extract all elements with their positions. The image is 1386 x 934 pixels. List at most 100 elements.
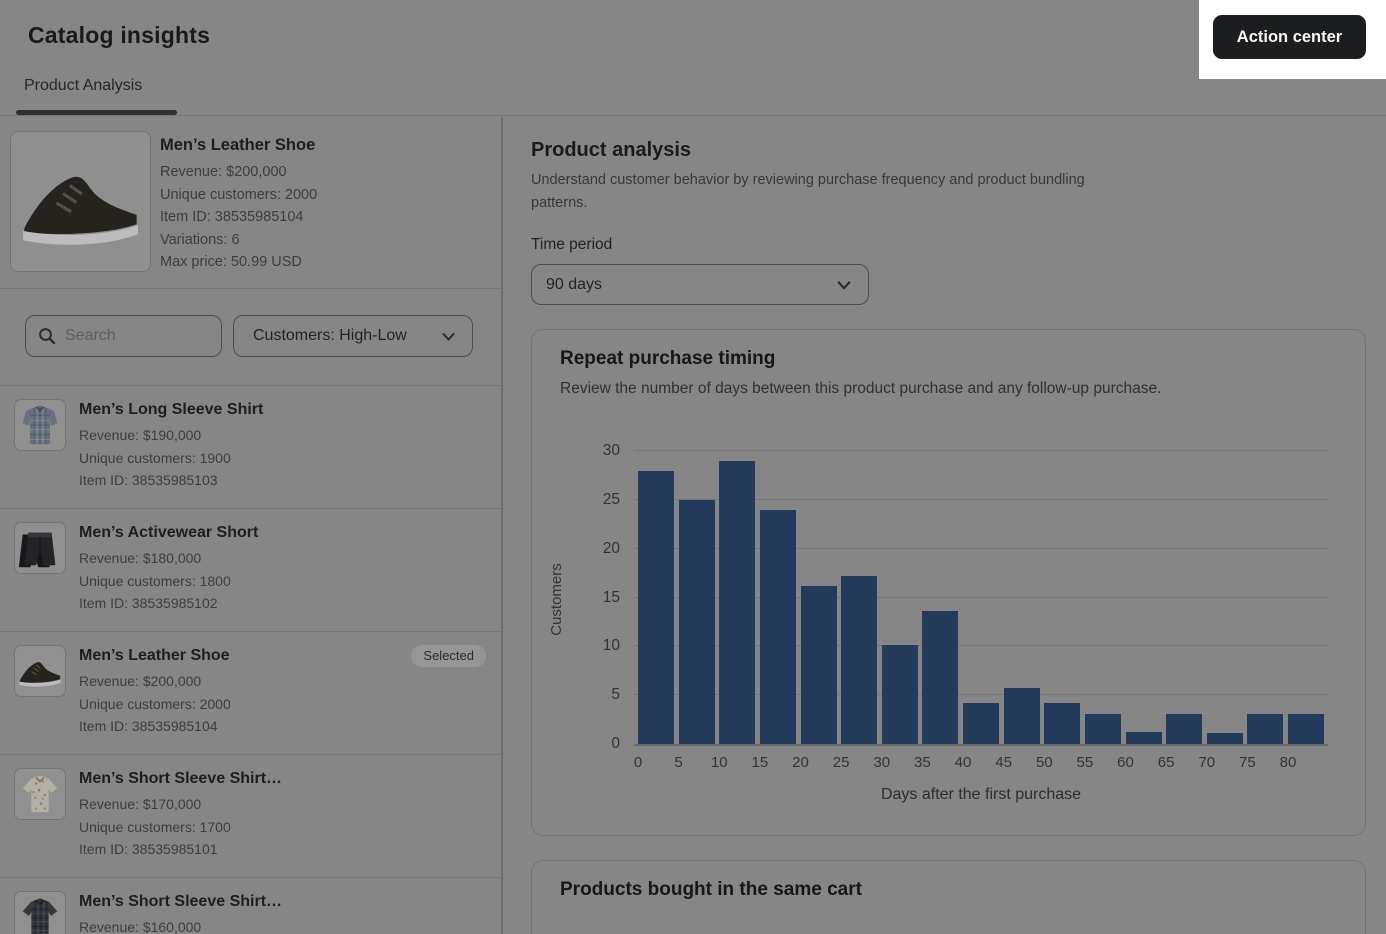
product-name: Men’s Short Sleeve Shirt… — [79, 770, 283, 787]
page-title: Catalog insights — [28, 22, 211, 48]
product-stat: Revenue: $190,000 — [79, 427, 202, 443]
product-stat: Unique customers: 2000 — [79, 695, 231, 712]
chart-bar — [800, 585, 837, 744]
selected-badge: Selected — [411, 645, 486, 667]
chart-bar — [1044, 703, 1081, 744]
chart-bar — [759, 509, 796, 744]
x-axis-tick: 5 — [674, 754, 683, 771]
product-stat: Revenue: $180,000 — [79, 550, 202, 566]
chart-bar — [881, 645, 918, 744]
x-axis-tick: 65 — [1157, 754, 1175, 771]
y-axis-tick: 20 — [602, 539, 620, 557]
y-axis-tick: 15 — [602, 588, 620, 606]
chevron-down-icon — [442, 332, 455, 340]
x-axis-tick: 0 — [633, 754, 643, 771]
chart-bar — [638, 470, 674, 744]
selected-product-customers: Unique customers: 2000 — [160, 186, 318, 203]
product-stat: Revenue: $170,000 — [79, 796, 202, 812]
product-sidebar: Men’s Leather Shoe Revenue: $200,000 Uni… — [0, 117, 503, 934]
x-axis-tick: 10 — [710, 754, 728, 771]
product-thumbnail — [14, 522, 66, 574]
product-thumbnail — [14, 399, 66, 451]
repeat-purchase-timing-card: Repeat purchase timing Review the number… — [531, 329, 1366, 836]
list-filter-bar: Customers: High-Low — [0, 289, 501, 386]
selected-product-image — [10, 131, 151, 272]
chart-bar — [1288, 713, 1324, 744]
product-thumbnail — [14, 768, 66, 820]
time-period-label: Time period — [531, 236, 613, 253]
gridline — [634, 694, 1328, 696]
chart-bar — [1166, 713, 1203, 744]
gridline — [634, 645, 1328, 647]
y-axis-tick: 5 — [611, 686, 620, 704]
floral-shirt-icon — [22, 775, 58, 813]
chart-bar — [1206, 733, 1243, 744]
y-axis-tick: 0 — [611, 735, 620, 752]
list-item[interactable]: Men’s Short Sleeve Shirt… Revenue: $160,… — [0, 878, 501, 934]
gridline — [634, 498, 1328, 500]
x-axis-tick: 40 — [954, 754, 972, 771]
search-input[interactable] — [65, 327, 209, 345]
y-axis-tick: 25 — [602, 490, 620, 508]
list-item[interactable]: Men’s Leather Shoe Revenue: $200,000 Uniq… — [0, 632, 501, 755]
panel-description: Understand customer behavior by reviewin… — [531, 172, 1085, 211]
list-item[interactable]: Men’s Activewear Short Revenue: $180,000… — [0, 509, 501, 632]
time-period-select[interactable]: 90 days — [531, 264, 869, 305]
chart-bar — [1003, 688, 1040, 744]
y-axis-title: Customers — [547, 563, 565, 636]
chart-bar — [1247, 713, 1284, 744]
product-stat: Revenue: $160,000 — [79, 919, 202, 934]
search-input-container[interactable] — [25, 315, 222, 357]
product-stat: Unique customers: 1800 — [79, 572, 231, 589]
selected-product-detail-card: Men’s Leather Shoe Revenue: $200,000 Uni… — [0, 117, 501, 289]
product-stat: Revenue: $200,000 — [79, 673, 202, 689]
chart-title: Repeat purchase timing — [560, 348, 776, 369]
product-name: Men’s Short Sleeve Shirt… — [79, 893, 283, 910]
product-thumbnail — [14, 891, 66, 934]
same-cart-title: Products bought in the same cart — [560, 879, 862, 900]
x-axis-tick: 45 — [995, 754, 1012, 771]
list-item[interactable]: Men’s Short Sleeve Shirt… Revenue: $170,… — [0, 755, 501, 878]
y-axis-tick: 30 — [602, 442, 620, 459]
plot-area: 0 5 10 15 20 25 30 0 5 10 15 20 25 30 35 40 45 50 55 60 65 70… — [603, 442, 1328, 771]
x-axis-tick: 80 — [1279, 754, 1297, 771]
tab-product-analysis[interactable]: Product Analysis — [24, 77, 143, 94]
chart-bar — [841, 576, 878, 744]
x-axis-tick: 70 — [1198, 754, 1216, 771]
selected-product-revenue: Revenue: $200,000 — [160, 164, 287, 180]
leather-shoe-icon — [24, 176, 137, 235]
x-axis-tick: 35 — [914, 754, 931, 771]
chart-subtitle: Review the number of days between this p… — [560, 380, 1162, 397]
product-stat: Item ID: 38535985102 — [79, 595, 218, 611]
x-axis-tick: 55 — [1076, 754, 1094, 771]
product-analysis-panel: Product analysis Understand customer beh… — [505, 117, 1386, 934]
product-stat: Item ID: 38535985103 — [79, 472, 218, 488]
chart-bar — [963, 703, 999, 744]
search-icon — [39, 328, 56, 345]
x-axis-tick: 60 — [1117, 754, 1134, 771]
panel-title: Product analysis — [531, 139, 692, 161]
chart-bar — [922, 611, 959, 744]
gridline — [634, 596, 1328, 598]
action-center-button[interactable]: Action center — [1213, 15, 1366, 59]
gridline — [634, 450, 1328, 451]
dark-plaid-shirt-icon — [22, 898, 58, 934]
product-name: Men’s Long Sleeve Shirt — [79, 401, 264, 418]
x-axis-tick: 30 — [873, 754, 891, 771]
sort-dropdown-value: Customers: High-Low — [253, 327, 407, 344]
selected-product-item-id: Item ID: 38535985104 — [160, 209, 304, 225]
product-name: Men’s Leather Shoe — [79, 647, 230, 664]
gridline — [634, 547, 1328, 549]
list-item[interactable]: Men’s Long Sleeve Shirt Revenue: $190,00… — [0, 386, 501, 509]
x-axis-tick: 75 — [1239, 754, 1256, 771]
chevron-down-icon — [837, 280, 851, 289]
chart-bar — [719, 460, 756, 744]
leather-shoe-icon — [19, 662, 61, 683]
product-stat: Unique customers: 1700 — [79, 818, 231, 835]
x-axis-tick: 25 — [832, 754, 850, 771]
product-stat: Item ID: 38535985101 — [79, 841, 218, 857]
sort-dropdown[interactable]: Customers: High-Low — [233, 315, 473, 357]
product-stat: Unique customers: 1900 — [79, 449, 231, 466]
y-axis-tick: 10 — [602, 637, 620, 655]
x-axis-tick: 20 — [792, 754, 809, 771]
